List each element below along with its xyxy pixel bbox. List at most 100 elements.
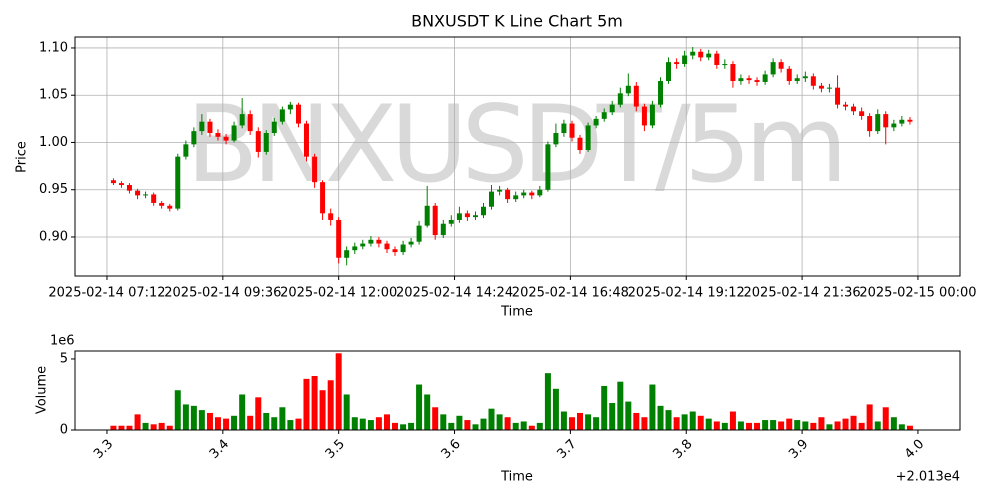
candle-body [159,202,165,206]
volume-bar [239,394,246,430]
volume-bar [721,422,728,430]
volume-bar [223,418,230,430]
x-offset-label: +2.013e4 [896,470,960,485]
volume-bar [810,422,817,430]
candle-body [408,241,414,245]
candle-body [207,121,213,134]
candle-body [746,78,752,81]
candle-body [303,123,309,157]
candle-body [464,213,470,218]
candle-body [223,136,229,141]
candle-body [730,64,736,82]
y-tick-label: 5 [60,351,68,366]
candle-body [312,156,318,183]
volume-bar [625,401,632,430]
volume-bar [746,422,753,430]
x-tick-label: 2025-02-14 12:00 [280,286,397,301]
candle-body [883,114,889,128]
volume-bar [480,418,487,430]
candle-body [473,215,479,218]
volume-bar [906,425,913,430]
volume-bar [231,415,238,430]
candle-body [376,239,382,244]
candle-body [545,144,551,190]
candle-body [336,219,342,258]
volume-bar [343,394,350,430]
candle-body [770,62,776,75]
volume-bar [778,421,785,430]
candle-body [432,205,438,236]
volume-bar [641,417,648,430]
volume-bar [440,414,447,430]
volume-bar [432,407,439,430]
candle-body [175,156,181,209]
candle-body [601,112,607,119]
candle-body [593,118,599,126]
volume-bar [834,421,841,430]
candle-body [392,249,398,253]
y-tick-label: 0.95 [39,182,68,197]
volume-bar [560,411,567,430]
candle-body [255,131,261,152]
candle-body [859,111,865,117]
candle-body [561,123,567,134]
volume-bar [826,424,833,430]
candle-body [754,80,760,82]
x-tick-label: 2025-02-14 14:24 [396,286,513,301]
volume-bar [255,397,262,430]
plot-frame [74,350,961,431]
candle-body [440,223,446,236]
volume-bar [416,384,423,430]
y-tick-label: 0 [60,423,68,438]
volume-bar [898,424,905,430]
y-axis-label: Price [15,141,30,173]
volume-bar [601,385,608,430]
x-axis-label: Time [500,305,533,320]
candle-body [529,192,535,196]
volume-bar [134,414,141,430]
volume-bar [681,414,688,430]
candle-body [666,62,672,82]
candle-body [480,206,486,216]
volume-bar [842,418,849,430]
candle-body [778,62,784,69]
volume-bar [351,417,358,430]
x-tick-label: 2025-02-14 21:36 [744,286,861,301]
candle-body [199,121,205,132]
y-tick-label: 1.00 [39,135,68,150]
watermark: BNXUSDT/5m [186,83,848,206]
candle-body [537,189,543,196]
y-axis-label: Volume [35,366,50,414]
x-tick-label: 2025-02-14 09:36 [164,286,281,301]
volume-bar [496,414,503,430]
candle-body [818,85,824,89]
candle-body [110,180,116,184]
volume-bar [673,417,680,430]
candle-body [810,76,816,86]
candle-body [907,119,913,122]
plot-frame [74,36,961,277]
chart-title: BNXUSDT K Line Chart 5m [411,12,623,31]
candle-body [714,53,720,65]
volume-bar [520,421,527,430]
volume-bar [617,381,624,430]
candle-body [722,64,728,66]
candle-body [400,244,406,253]
candle-body [328,213,334,220]
candle-body [135,190,141,196]
volume-bar [512,422,519,430]
candle-body [641,106,647,126]
volume-bar [552,388,559,430]
volume-bar [319,390,326,430]
volume-bar [214,417,221,430]
volume-bar [472,424,479,430]
volume-bar [448,422,455,430]
volume-bar [375,417,382,430]
volume-bar [335,353,342,430]
candle-body [368,239,374,244]
candle-body [658,81,664,105]
candle-body [143,194,149,196]
volume-bar [818,417,825,430]
candle-body [505,189,511,200]
